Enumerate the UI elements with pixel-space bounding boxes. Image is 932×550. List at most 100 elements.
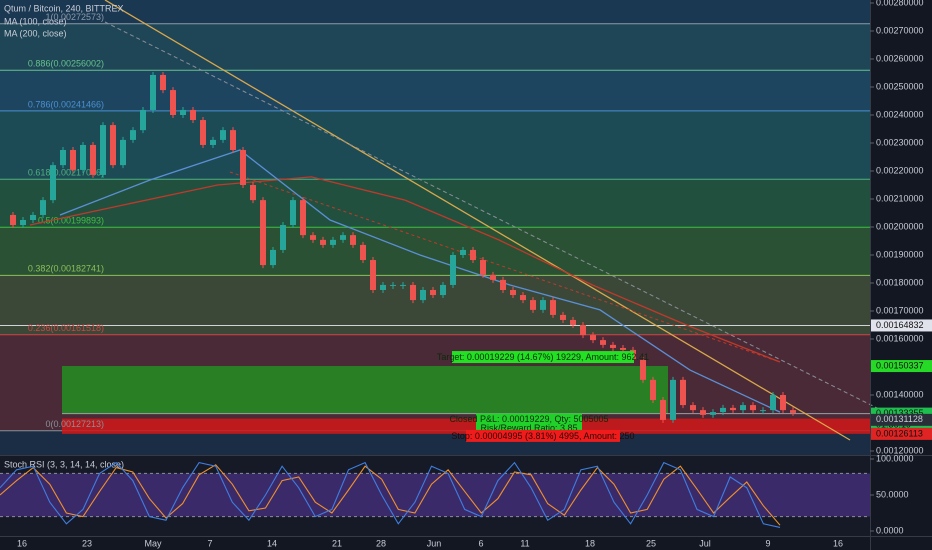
candle	[280, 225, 286, 250]
candle	[530, 300, 536, 310]
ma-line	[59, 149, 781, 413]
candle	[680, 379, 686, 406]
ma100-legend: MA (100, close)	[4, 16, 67, 26]
closed-box	[476, 413, 582, 434]
candle	[110, 125, 116, 166]
candle	[660, 400, 666, 420]
price-tick-label: 0.00270000	[876, 25, 924, 35]
stoch-title: Stoch RSI (3, 3, 14, 14, close)	[4, 459, 124, 469]
candle	[320, 239, 326, 245]
candle	[130, 130, 136, 140]
candle	[670, 379, 676, 420]
fib-label: 0(0.00127213)	[45, 419, 104, 429]
price-tick-label: 0.00260000	[876, 53, 924, 63]
date-label: 25	[646, 538, 656, 548]
candle	[470, 249, 476, 261]
candle	[330, 239, 336, 245]
candle	[40, 200, 46, 215]
candle	[210, 139, 216, 145]
price-tick-label: 0.00220000	[876, 165, 924, 175]
candle	[760, 410, 766, 412]
candle	[140, 109, 146, 131]
price-marker	[871, 427, 932, 440]
candle	[770, 395, 776, 411]
price-marker-label: 0.00164832	[876, 320, 924, 330]
price-tick-label: 0.00170000	[876, 305, 924, 315]
closed-label: Closed P&L: 0.00019229, Qty: 5005005	[449, 414, 608, 424]
candle	[510, 290, 516, 296]
fib-zone-top	[0, 0, 870, 24]
candle	[460, 249, 466, 255]
candle	[690, 405, 696, 411]
candle	[520, 295, 526, 301]
candle	[370, 260, 376, 290]
fib-label: 1(0.00272573)	[45, 12, 104, 22]
date-label: 7	[207, 538, 212, 548]
price-tick-label: 0.00160000	[876, 333, 924, 343]
fib-label: 0.786(0.00241466)	[28, 99, 104, 109]
ma200-legend: MA (200, close)	[4, 28, 67, 38]
candle	[260, 200, 266, 266]
price-tick-label: 0.00240000	[876, 109, 924, 119]
candle	[90, 144, 96, 175]
fib-label: 0.5(0.00199893)	[38, 216, 104, 226]
candle	[740, 405, 746, 411]
loss-zone	[62, 418, 870, 434]
candle	[120, 139, 126, 166]
candle	[10, 214, 16, 226]
price-tick-label: 0.00140000	[876, 389, 924, 399]
price-tick-label: 0.00280000	[876, 0, 924, 7]
fib-label: 0.618(0.00217046)	[28, 168, 104, 178]
candle	[50, 165, 56, 201]
price-marker-label: 0.00150337	[876, 360, 924, 370]
date-label: 21	[332, 538, 342, 548]
trend-line-dashed	[104, 21, 886, 413]
candle	[500, 279, 506, 290]
candle	[340, 235, 346, 240]
ratio-label: Risk/Reward Ratio: 3.85	[480, 423, 577, 433]
date-label: 11	[520, 538, 529, 548]
stoch-line	[0, 464, 781, 526]
price-tick-label: 0.00230000	[876, 137, 924, 147]
price-marker	[871, 360, 932, 373]
position-label-box	[452, 351, 634, 364]
price-tick-label: 0.00210000	[876, 193, 924, 203]
date-label: 28	[376, 538, 386, 548]
price-marker-label: 0.00133355	[876, 408, 924, 418]
price-tick-label: 0.00180000	[876, 277, 924, 287]
price-marker	[871, 319, 932, 332]
candle	[440, 284, 446, 296]
candle	[170, 90, 176, 115]
position-label-box	[466, 429, 620, 442]
candle	[790, 410, 796, 413]
price-marker-label: 0.00131128	[876, 414, 923, 424]
date-label: 6	[478, 538, 483, 548]
profit-zone	[62, 366, 668, 414]
price-marker-label: 0.00126113	[876, 428, 923, 438]
candle	[430, 290, 436, 296]
candle	[750, 405, 756, 411]
candle	[600, 340, 606, 345]
candle	[80, 144, 86, 170]
stoch-tick-label: 50.0000	[876, 489, 909, 499]
candle	[640, 360, 646, 380]
candle	[710, 412, 716, 415]
fib-zone	[0, 110, 870, 180]
candle	[580, 325, 586, 336]
stoch-band	[0, 473, 870, 517]
fib-label: 0.382(0.00182741)	[28, 264, 104, 274]
trend-line-red	[229, 171, 781, 363]
candle	[620, 347, 626, 350]
candle	[300, 200, 306, 236]
candle	[590, 335, 596, 341]
candle	[490, 274, 496, 280]
candle	[540, 300, 546, 310]
candle	[480, 260, 486, 275]
price-tick-label: 0.00120000	[876, 445, 924, 455]
candle	[700, 410, 706, 415]
candle	[160, 74, 166, 91]
trend-line	[104, 0, 851, 441]
date-label: May	[144, 538, 162, 548]
candle	[230, 130, 236, 150]
